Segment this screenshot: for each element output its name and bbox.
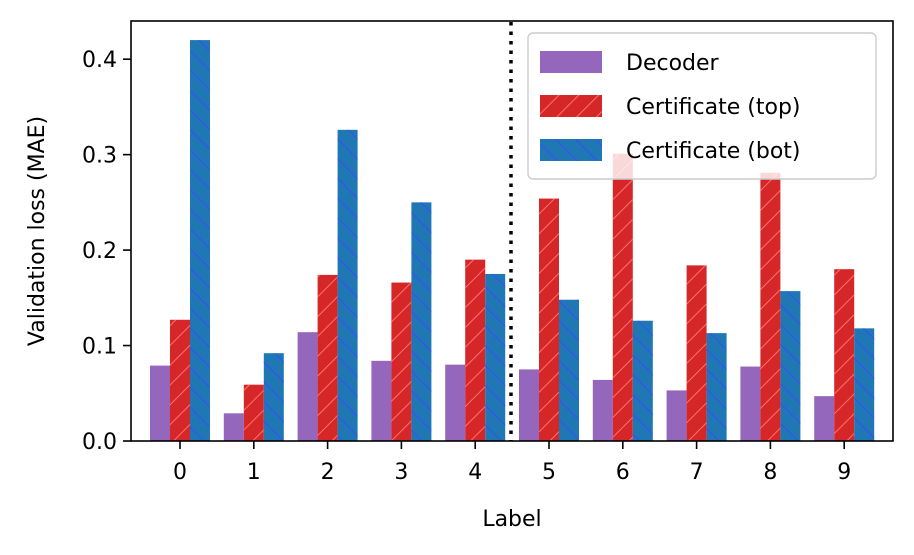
- x-tick-label: 6: [616, 460, 630, 485]
- bar-hatch-certificate-bot-7: [706, 333, 727, 441]
- bar-hatch-certificate-bot-5: [559, 299, 579, 441]
- x-tick-label: 5: [542, 460, 556, 485]
- x-axis-label: Label: [482, 507, 541, 532]
- x-tick-label: 2: [321, 460, 335, 485]
- x-tick-label: 7: [690, 460, 704, 485]
- bar-hatch-certificate-top-1: [243, 384, 264, 441]
- bar-hatch-certificate-bot-6: [632, 320, 653, 441]
- bar-hatch-certificate-top-8: [760, 172, 781, 442]
- legend-swatch-hatch-certificate-bot: [540, 139, 602, 161]
- legend: Decoder Certificate (top) Certificate (bot…: [527, 32, 877, 180]
- bar-decoder-4: [445, 364, 466, 441]
- bar-hatch-certificate-top-3: [391, 282, 412, 441]
- bar-hatch-certificate-top-4: [465, 259, 486, 441]
- bar-hatch-certificate-bot-4: [485, 273, 506, 441]
- legend-label-certificate-top: Certificate (top): [626, 95, 801, 120]
- y-axis: 0.0 0.1 0.2 0.3 0.4: [82, 48, 131, 455]
- bar-hatch-certificate-bot-8: [780, 291, 801, 441]
- bar-hatch-certificate-top-6: [612, 153, 633, 441]
- legend-label-decoder: Decoder: [626, 51, 720, 76]
- x-tick-label: 0: [173, 460, 187, 485]
- bar-decoder-9: [814, 396, 835, 441]
- bar-decoder-1: [223, 413, 244, 441]
- plot-frame: [130, 20, 894, 442]
- x-tick-label: 9: [837, 460, 851, 485]
- bar-decoder-3: [371, 360, 392, 441]
- y-tick-label: 0.4: [82, 48, 117, 73]
- bar-hatch-certificate-bot-9: [854, 328, 875, 441]
- x-tick-label: 8: [763, 460, 777, 485]
- x-tick-label: 1: [247, 460, 261, 485]
- y-tick-label: 0.1: [82, 335, 117, 360]
- bar-hatch-certificate-top-7: [686, 265, 707, 441]
- bar-hatch-certificate-bot-1: [263, 353, 284, 441]
- bar-hatch-certificate-bot-3: [411, 202, 432, 441]
- x-axis: 0 1 2 3 4 5 6 7 8 9: [173, 441, 851, 485]
- bar-hatch-certificate-top-9: [834, 269, 855, 441]
- bar-hatch-certificate-bot-0: [190, 40, 210, 441]
- bar-hatch-certificate-top-2: [317, 274, 338, 441]
- bar-decoder-8: [740, 366, 761, 441]
- y-axis-label: Validation loss (MAE): [25, 116, 50, 346]
- legend-frame: [527, 32, 877, 180]
- bar-hatch-certificate-top-5: [539, 198, 559, 441]
- y-tick-label: 0.0: [82, 430, 117, 455]
- y-tick-label: 0.2: [82, 239, 117, 264]
- legend-swatch-decoder: [540, 51, 602, 73]
- bar-decoder-0: [150, 365, 170, 441]
- x-tick-label: 4: [468, 460, 482, 485]
- bar-decoder-5: [519, 369, 539, 441]
- bar-hatch-certificate-top-0: [170, 319, 190, 441]
- bar-hatch-certificate-bot-2: [337, 129, 358, 441]
- bars-layer: [150, 40, 875, 442]
- bar-decoder-6: [592, 379, 613, 441]
- x-tick-label: 3: [394, 460, 408, 485]
- bar-decoder-2: [297, 332, 318, 441]
- bar-decoder-7: [666, 390, 687, 441]
- legend-swatch-hatch-certificate-top: [540, 95, 602, 117]
- y-tick-label: 0.3: [82, 144, 117, 169]
- legend-label-certificate-bot: Certificate (bot): [626, 139, 801, 164]
